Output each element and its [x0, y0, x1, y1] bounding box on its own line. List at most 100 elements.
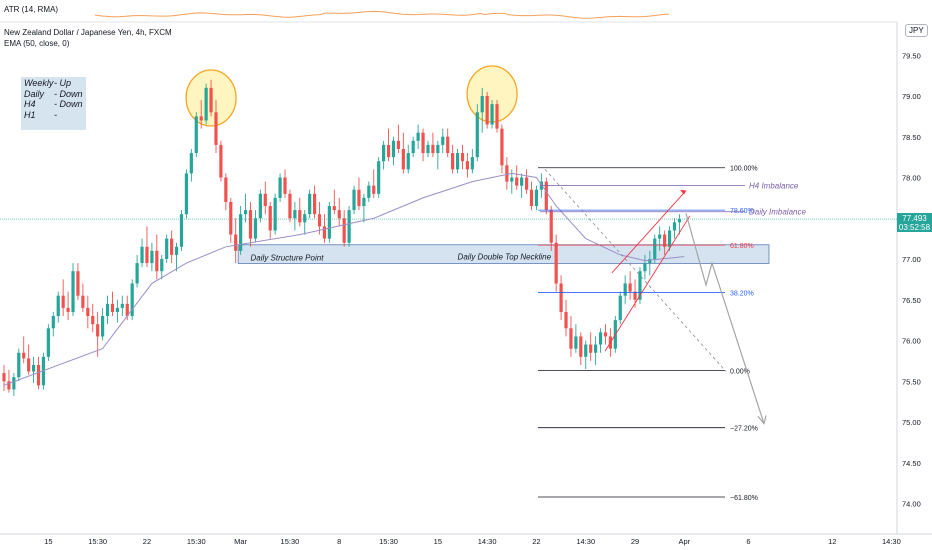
candle-body	[628, 283, 632, 292]
candle-body	[204, 87, 208, 121]
candle-body	[421, 132, 425, 154]
candle-body	[31, 364, 36, 372]
candle-body	[431, 144, 435, 154]
candle-body	[27, 358, 31, 372]
ema-label[interactable]: EMA (50, close, 0)	[4, 39, 70, 48]
ema-line	[3, 172, 685, 386]
candle-body	[475, 112, 479, 158]
bias-row-h1: H1 -	[24, 110, 83, 121]
candle-body	[347, 210, 351, 243]
channel-upper	[611, 190, 687, 274]
candle-body	[248, 210, 253, 239]
x-tick-label: 12	[828, 537, 836, 546]
atr-label: ATR (14, RMA)	[4, 5, 59, 14]
x-tick-label: 14:30	[576, 537, 595, 546]
candle-body	[426, 144, 430, 154]
candle-body	[446, 136, 450, 154]
y-tick-label: 74.50	[902, 459, 921, 468]
candle-body	[386, 144, 391, 158]
candle-body	[470, 157, 474, 170]
candle-body	[76, 271, 80, 296]
candle-body	[598, 332, 603, 345]
y-tick-label: 78.00	[902, 174, 921, 183]
channel-lower	[604, 215, 691, 352]
bias-tf: H1	[24, 109, 36, 120]
candle-body	[194, 116, 198, 154]
candle-body	[455, 153, 460, 170]
candle-body	[179, 214, 184, 247]
candle-body	[490, 104, 494, 125]
candle-body	[2, 373, 6, 382]
candle-body	[638, 271, 642, 300]
fib-level-label: −27.20%	[730, 426, 758, 433]
currency-badge[interactable]: JPY	[905, 24, 928, 37]
candle-body	[96, 324, 100, 337]
daily-imbalance-label: Daily Imbalance	[749, 208, 806, 217]
candle-body	[603, 332, 608, 337]
zone-label-right: Daily Double Top Neckline	[458, 252, 552, 261]
bias-value: - Up	[54, 78, 72, 88]
candle-body	[396, 140, 400, 149]
candle-body	[480, 96, 484, 113]
candle-body	[589, 344, 593, 353]
y-tick-label: 75.50	[902, 377, 921, 386]
channel-arrowhead	[680, 189, 686, 195]
projection-path	[685, 213, 765, 424]
candle-body	[524, 177, 529, 190]
x-tick-label: 15	[44, 537, 52, 546]
bias-row-daily: Daily - Down	[24, 89, 83, 100]
candle-body	[239, 214, 243, 251]
candle-body	[312, 193, 317, 215]
bias-box: Weekly- Up Daily - Down H4 - Down H1 -	[21, 77, 86, 130]
candle-body	[663, 234, 667, 247]
last-price: 77.493	[902, 214, 927, 223]
candle-body	[243, 210, 248, 215]
candle-body	[584, 344, 588, 357]
projection-arrowhead	[757, 415, 767, 425]
zone-label-left: Daily Structure Point	[251, 253, 325, 262]
candle-body	[140, 246, 144, 264]
bar-countdown: 03:52:58	[898, 223, 931, 232]
candle-body	[549, 210, 553, 243]
candle-body	[401, 148, 405, 170]
candle-body	[101, 316, 105, 337]
candle-body	[337, 210, 341, 219]
candle-body	[411, 140, 415, 154]
x-tick-label: 15:30	[187, 537, 206, 546]
candle-body	[224, 177, 228, 202]
symbol-title[interactable]: New Zealand Dollar / Japanese Yen, 4h, F…	[4, 28, 172, 37]
candle-body	[505, 165, 509, 182]
candle-body	[160, 259, 164, 272]
candle-body	[263, 193, 267, 207]
fib-level-label: −61.80%	[730, 495, 758, 502]
candle-body	[500, 128, 504, 166]
candle-body	[441, 136, 445, 145]
candle-body	[495, 104, 499, 129]
candle-body	[268, 206, 272, 231]
candle-body	[520, 177, 524, 186]
h4-imbalance-label: H4 Imbalance	[749, 182, 799, 191]
candle-body	[81, 295, 85, 308]
last-price-tag: 77.493 03:52:58	[897, 213, 932, 232]
candle-body	[86, 307, 90, 317]
fib-level-label: 100.00%	[730, 166, 758, 173]
candle-body	[416, 132, 420, 141]
bias-value: -	[54, 109, 57, 120]
candle-body	[322, 226, 327, 239]
candle-body	[110, 303, 115, 312]
candle-body	[303, 214, 307, 223]
x-tick-label: 22	[143, 537, 151, 546]
x-tick-label: 29	[631, 537, 639, 546]
candle-body	[460, 153, 465, 162]
atr-line	[94, 10, 670, 19]
y-tick-label: 79.50	[902, 51, 921, 60]
candle-body	[71, 271, 75, 312]
candle-body	[352, 189, 356, 211]
fib-level-label: 61.80%	[730, 243, 754, 250]
candle-body	[594, 344, 598, 353]
candle-body	[125, 303, 129, 317]
candle-body	[515, 177, 519, 186]
candle-body	[61, 295, 65, 308]
candle-body	[273, 197, 277, 231]
